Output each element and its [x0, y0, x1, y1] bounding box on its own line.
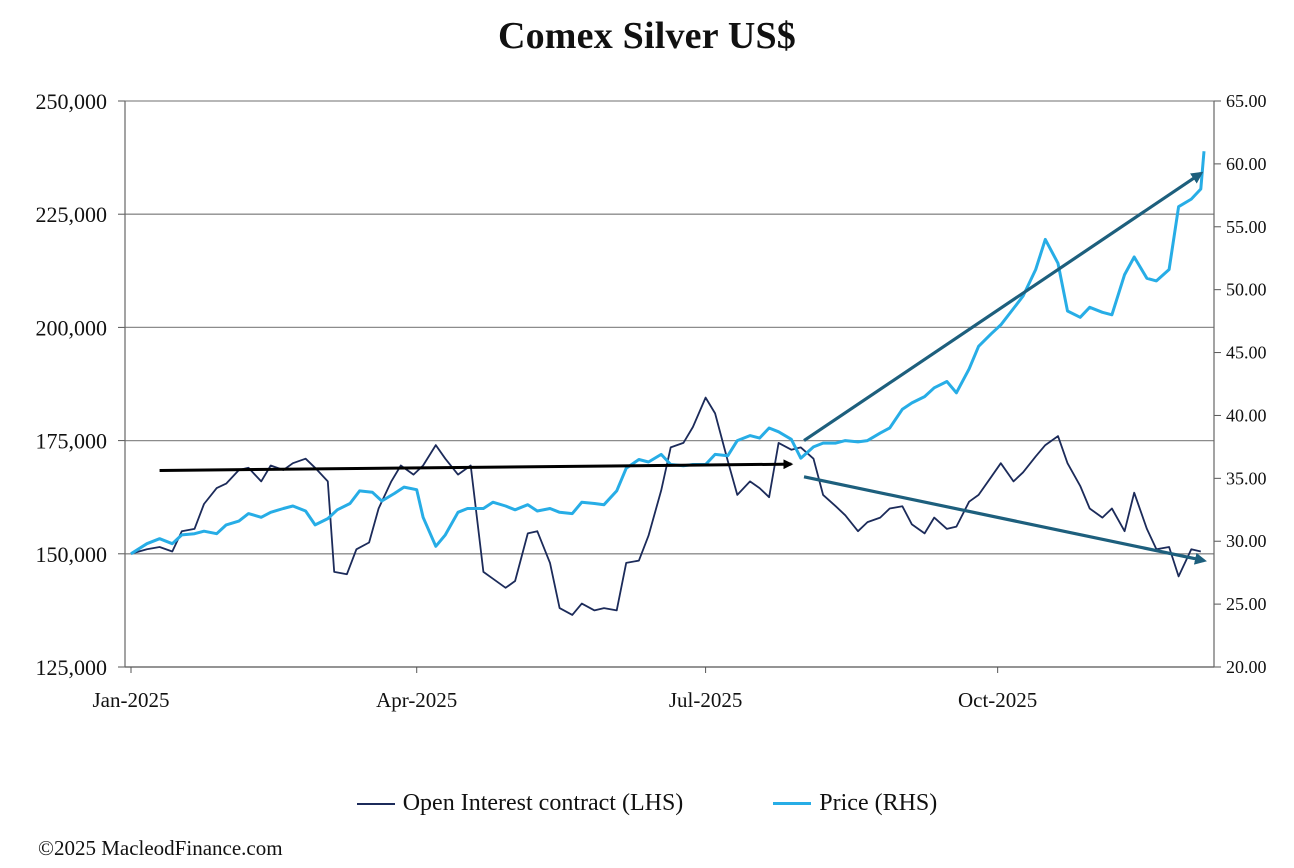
y-right-tick-label: 50.00: [1226, 280, 1267, 300]
trend-arrow: [803, 475, 1207, 565]
y-right-tick-label: 45.00: [1226, 343, 1267, 363]
x-tick-label: Jul-2025: [669, 688, 743, 712]
chart-legend: Open Interest contract (LHS) Price (RHS): [0, 790, 1294, 817]
legend-label-open-interest: Open Interest contract (LHS): [402, 790, 684, 816]
y-right-tick-label: 65.00: [1226, 91, 1267, 111]
series-line-price: [130, 151, 1206, 556]
trend-arrow: [159, 459, 794, 472]
y-left-tick-label: 200,000: [36, 315, 108, 340]
y-right-tick-label: 40.00: [1226, 405, 1267, 425]
y-left-tick-label: 150,000: [36, 542, 108, 567]
y-left-tick-label: 125,000: [36, 655, 108, 680]
y-right-tick-label: 55.00: [1226, 217, 1267, 237]
copyright-notice: ©2025 MacleodFinance.com: [38, 836, 283, 860]
y-right-tick-label: 60.00: [1226, 154, 1267, 174]
trend-arrow: [803, 171, 1204, 442]
y-right-tick-label: 20.00: [1226, 657, 1267, 677]
x-tick-label: Apr-2025: [376, 688, 457, 712]
y-right-tick-label: 35.00: [1226, 468, 1267, 488]
legend-item-open-interest: Open Interest contract (LHS): [356, 790, 684, 817]
legend-swatch-open-interest: [356, 802, 395, 805]
y-right-tick-label: 30.00: [1226, 531, 1267, 551]
legend-swatch-price: [773, 802, 812, 805]
chart-title: Comex Silver US$: [497, 15, 797, 57]
y-left-tick-label: 225,000: [36, 202, 108, 227]
y-left-tick-label: 250,000: [36, 89, 108, 114]
x-tick-label: Oct-2025: [958, 688, 1037, 712]
y-left-tick-label: 175,000: [36, 429, 108, 454]
legend-item-price: Price (RHS): [773, 790, 937, 817]
y-right-tick-label: 25.00: [1226, 594, 1267, 614]
legend-label-price: Price (RHS): [819, 790, 938, 816]
x-tick-label: Jan-2025: [93, 688, 170, 712]
